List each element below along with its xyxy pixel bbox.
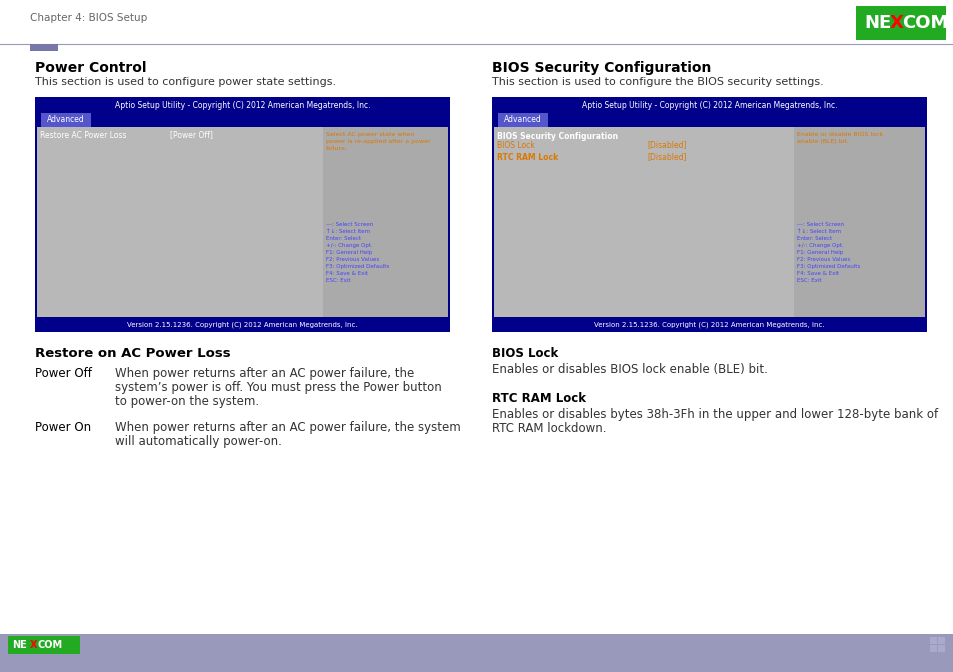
Bar — [35, 97, 450, 113]
Text: Restore AC Power Loss: Restore AC Power Loss — [40, 130, 127, 140]
Bar — [37, 127, 323, 317]
Text: Version 2.15.1236. Copyright (C) 2012 American Megatrends, Inc.: Version 2.15.1236. Copyright (C) 2012 Am… — [594, 321, 824, 328]
Text: RTC RAM Lock: RTC RAM Lock — [492, 392, 585, 405]
Text: COM: COM — [38, 640, 63, 650]
Text: BIOS Security Configuration: BIOS Security Configuration — [492, 61, 711, 75]
Text: COM: COM — [901, 14, 947, 32]
Bar — [492, 113, 926, 127]
Bar — [8, 636, 80, 654]
Text: BIOS Lock: BIOS Lock — [492, 347, 558, 360]
Text: Power Off: Power Off — [35, 367, 91, 380]
Text: When power returns after an AC power failure, the system: When power returns after an AC power fai… — [115, 421, 460, 434]
Text: Select AC power state when
power is re-applied after a power
failure.: Select AC power state when power is re-a… — [326, 132, 430, 151]
Bar — [929, 645, 936, 652]
Bar — [30, 44, 58, 51]
Text: ---: Select Screen
↑↓: Select Item
Enter: Select
+/-: Change Opt.
F1: General He: ---: Select Screen ↑↓: Select Item Enter… — [796, 222, 860, 283]
Text: X: X — [30, 640, 37, 650]
Bar — [492, 97, 926, 332]
Text: Power On: Power On — [35, 421, 91, 434]
Bar — [492, 97, 926, 113]
Text: RTC RAM Lock: RTC RAM Lock — [497, 153, 558, 161]
Text: Advanced: Advanced — [47, 116, 85, 124]
Text: BIOS Security Configuration: BIOS Security Configuration — [497, 132, 618, 141]
Text: ---: Select Screen
↑↓: Select Item
Enter: Select
+/-: Change Opt.
F1: General He: ---: Select Screen ↑↓: Select Item Enter… — [326, 222, 389, 283]
Bar — [497, 113, 547, 127]
Text: [Disabled]: [Disabled] — [646, 140, 686, 149]
Bar — [35, 317, 450, 332]
Text: NE: NE — [863, 14, 890, 32]
Text: Chapter 4: BIOS Setup: Chapter 4: BIOS Setup — [30, 13, 147, 23]
Bar — [929, 637, 936, 644]
Text: will automatically power-on.: will automatically power-on. — [115, 435, 281, 448]
Bar — [855, 6, 945, 40]
Text: NE: NE — [12, 640, 27, 650]
Text: Aptio Setup Utility - Copyright (C) 2012 American Megatrends, Inc.: Aptio Setup Utility - Copyright (C) 2012… — [114, 101, 370, 110]
Text: X: X — [889, 14, 902, 32]
Bar — [793, 127, 924, 317]
Text: BIOS Lock: BIOS Lock — [497, 140, 535, 149]
Bar — [937, 637, 944, 644]
Text: This section is used to configure power state settings.: This section is used to configure power … — [35, 77, 335, 87]
Bar — [494, 127, 793, 317]
Text: Version 2.15.1236. Copyright (C) 2012 American Megatrends, Inc.: Version 2.15.1236. Copyright (C) 2012 Am… — [127, 321, 357, 328]
Text: Enable or disable BIOS lock
enable (BLE) bit.: Enable or disable BIOS lock enable (BLE)… — [796, 132, 882, 144]
Text: Enables or disables BIOS lock enable (BLE) bit.: Enables or disables BIOS lock enable (BL… — [492, 363, 767, 376]
Text: Restore on AC Power Loss: Restore on AC Power Loss — [35, 347, 231, 360]
Text: [Disabled]: [Disabled] — [646, 153, 686, 161]
Text: This section is used to configure the BIOS security settings.: This section is used to configure the BI… — [492, 77, 822, 87]
Text: Power Control: Power Control — [35, 61, 147, 75]
Text: Advanced: Advanced — [503, 116, 541, 124]
Text: to power-on the system.: to power-on the system. — [115, 395, 259, 408]
Text: RTC RAM lockdown.: RTC RAM lockdown. — [492, 422, 606, 435]
Bar — [323, 127, 448, 317]
Bar — [41, 113, 91, 127]
Text: Aptio Setup Utility - Copyright (C) 2012 American Megatrends, Inc.: Aptio Setup Utility - Copyright (C) 2012… — [581, 101, 837, 110]
Bar — [35, 97, 450, 332]
Bar — [0, 634, 953, 672]
Bar — [937, 645, 944, 652]
Bar — [492, 317, 926, 332]
Bar — [35, 113, 450, 127]
Text: [Power Off]: [Power Off] — [170, 130, 213, 140]
Text: When power returns after an AC power failure, the: When power returns after an AC power fai… — [115, 367, 414, 380]
Text: system’s power is off. You must press the Power button: system’s power is off. You must press th… — [115, 381, 441, 394]
Text: Enables or disables bytes 38h-3Fh in the upper and lower 128-byte bank of: Enables or disables bytes 38h-3Fh in the… — [492, 408, 937, 421]
